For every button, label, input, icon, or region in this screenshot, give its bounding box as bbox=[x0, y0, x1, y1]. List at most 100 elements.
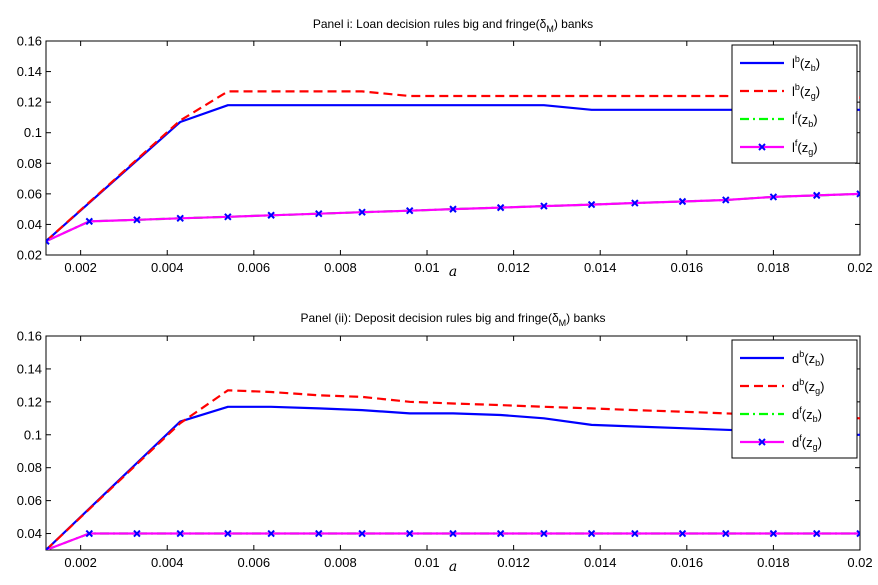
y-tick-label: 0.14 bbox=[17, 361, 42, 376]
legend-entry-label: lf(zg) bbox=[792, 138, 818, 157]
data-point-marker bbox=[449, 529, 457, 538]
x-tick-label: 0.01 bbox=[414, 260, 439, 275]
data-point-marker bbox=[587, 200, 596, 209]
legend-label-arg: (z bbox=[804, 379, 815, 394]
legend-label-subscript: g bbox=[811, 91, 816, 101]
data-point-marker bbox=[133, 216, 141, 224]
legend-label-base: l bbox=[792, 140, 795, 155]
y-tick-label: 0.1 bbox=[24, 125, 42, 140]
x-tick-label: 0.006 bbox=[238, 555, 271, 570]
data-point-marker bbox=[769, 193, 778, 201]
panel-title: Panel i: Loan decision rules big and fri… bbox=[313, 17, 593, 34]
y-tick-label: 0.16 bbox=[17, 329, 42, 344]
x-tick-label: 0.018 bbox=[757, 555, 790, 570]
data-point-marker bbox=[224, 529, 232, 538]
x-axis-label: a bbox=[449, 264, 457, 280]
data-point-marker bbox=[631, 199, 639, 207]
legend-label-subscript: g bbox=[808, 147, 813, 157]
legend-label-superscript: b bbox=[799, 377, 804, 387]
legend-label-base: d bbox=[792, 407, 799, 422]
legend-label-superscript: b bbox=[799, 349, 804, 359]
legend-label-subscript: b bbox=[813, 414, 818, 424]
data-point-marker bbox=[133, 529, 141, 538]
y-tick-label: 0.08 bbox=[17, 460, 42, 475]
data-point-marker bbox=[678, 529, 687, 538]
y-tick-label: 0.14 bbox=[17, 64, 42, 79]
y-tick-label: 0.16 bbox=[17, 34, 42, 49]
legend-entry-label: df(zg) bbox=[792, 433, 822, 452]
legend-label-arg: (z bbox=[802, 435, 813, 450]
x-tick-label: 0.02 bbox=[847, 555, 872, 570]
legend-label-superscript: f bbox=[795, 110, 798, 120]
x-tick-label: 0.002 bbox=[64, 260, 97, 275]
legend-label-close: ) bbox=[818, 435, 822, 450]
data-point-marker bbox=[496, 529, 505, 538]
y-tick-label: 0.12 bbox=[17, 95, 42, 110]
panel-title-tail: ) banks bbox=[554, 17, 593, 31]
legend-label-arg: (z bbox=[797, 140, 808, 155]
legend-label-base: d bbox=[792, 379, 799, 394]
legend-label-superscript: f bbox=[799, 433, 802, 443]
legend-label-base: d bbox=[792, 351, 799, 366]
data-point-marker bbox=[769, 529, 778, 538]
x-tick-label: 0.006 bbox=[238, 260, 271, 275]
data-point-marker bbox=[176, 214, 184, 223]
data-point-marker bbox=[315, 210, 323, 218]
data-point-marker bbox=[449, 205, 457, 213]
x-tick-label: 0.016 bbox=[671, 555, 704, 570]
legend-label-superscript: b bbox=[795, 82, 800, 92]
legend-box bbox=[731, 44, 858, 164]
legend-label-subscript: b bbox=[808, 119, 813, 129]
legend-label-close: ) bbox=[816, 56, 820, 71]
panel-1: Panel i: Loan decision rules big and fri… bbox=[17, 17, 873, 280]
data-point-marker bbox=[722, 529, 730, 538]
legend-label-base: d bbox=[792, 435, 799, 450]
legend-label-arg: (z bbox=[800, 84, 811, 99]
data-point-marker bbox=[315, 529, 323, 538]
legend-label-arg: (z bbox=[802, 407, 813, 422]
data-point-marker bbox=[267, 529, 275, 538]
x-tick-label: 0.016 bbox=[671, 260, 704, 275]
panel-2: Panel (ii): Deposit decision rules big a… bbox=[17, 311, 873, 575]
data-point-marker bbox=[405, 529, 414, 538]
data-point-marker bbox=[224, 213, 232, 221]
legend-label-superscript: f bbox=[799, 405, 802, 415]
panel-title-text: Panel i: Loan decision rules big and fri… bbox=[313, 17, 547, 31]
x-tick-label: 0.004 bbox=[151, 260, 184, 275]
data-point-marker bbox=[812, 191, 821, 200]
x-tick-label: 0.008 bbox=[324, 260, 357, 275]
legend-entry-label: db(zb) bbox=[792, 349, 824, 368]
data-point-marker bbox=[812, 529, 821, 538]
y-tick-label: 0.06 bbox=[17, 186, 42, 201]
legend-entry-label: db(zg) bbox=[792, 377, 824, 396]
data-point-marker bbox=[540, 529, 548, 538]
legend-label-close: ) bbox=[818, 407, 822, 422]
x-tick-label: 0.012 bbox=[497, 555, 530, 570]
legend-label-close: ) bbox=[813, 140, 817, 155]
data-point-marker bbox=[856, 529, 860, 538]
data-point-marker bbox=[85, 529, 94, 538]
panel-title: Panel (ii): Deposit decision rules big a… bbox=[301, 311, 606, 328]
data-point-marker bbox=[267, 211, 275, 219]
legend-label-subscript: g bbox=[815, 386, 820, 396]
data-point-marker bbox=[358, 529, 366, 538]
x-tick-label: 0.014 bbox=[584, 555, 617, 570]
legend-label-base: l bbox=[792, 84, 795, 99]
legend-label-superscript: b bbox=[795, 54, 800, 64]
legend-label-arg: (z bbox=[800, 56, 811, 71]
legend-label-subscript: b bbox=[815, 358, 820, 368]
y-tick-label: 0.04 bbox=[17, 526, 42, 541]
x-tick-label: 0.002 bbox=[64, 555, 97, 570]
data-point-marker bbox=[587, 529, 596, 538]
y-tick-label: 0.04 bbox=[17, 217, 42, 232]
legend-label-arg: (z bbox=[804, 351, 815, 366]
legend-marker bbox=[758, 438, 766, 446]
legend-label-close: ) bbox=[820, 379, 824, 394]
legend-entry-label: df(zb) bbox=[792, 405, 822, 424]
x-tick-label: 0.01 bbox=[414, 555, 439, 570]
data-point-marker bbox=[722, 196, 730, 204]
x-tick-label: 0.008 bbox=[324, 555, 357, 570]
y-tick-label: 0.08 bbox=[17, 156, 42, 171]
data-point-marker bbox=[631, 529, 639, 538]
legend-box bbox=[731, 339, 858, 459]
